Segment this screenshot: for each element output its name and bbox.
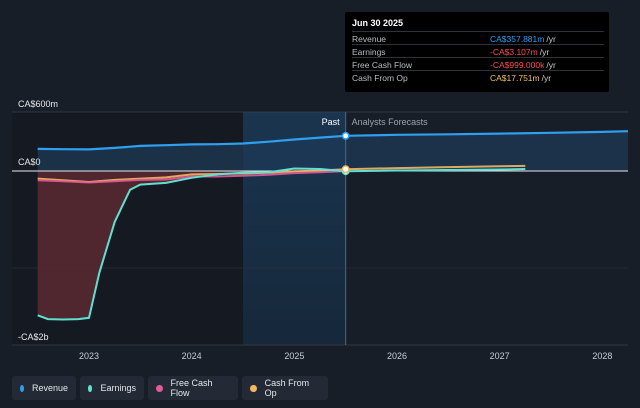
tooltip-value: CA$357.881m [490,34,545,44]
tooltip-unit: /yr [546,34,556,44]
tooltip-row-free-cash-flow: Free Cash Flow -CA$999.000k/yr [352,57,604,71]
y-label-top: CA$600m [18,99,58,109]
tooltip-label: Earnings [352,47,386,57]
legend-label: Earnings [100,383,136,393]
tooltip-value: CA$17.751m [490,73,540,83]
legend-dot-icon [88,384,93,392]
revenue-marker [341,131,350,140]
tooltip-label: Free Cash Flow [352,60,412,70]
legend-item-cash-from-op[interactable]: Cash From Op [242,376,328,400]
tooltip: Jun 30 2025 Revenue CA$357.881m/yr Earni… [345,12,609,92]
legend-label: Revenue [31,383,68,393]
x-tick-label: 2026 [387,351,407,361]
tooltip-row-revenue: Revenue CA$357.881m/yr [352,31,604,45]
chart-area: CA$600m CA$0 -CA$2b Past Analysts Forecasts 2… [12,99,629,361]
legend-dot-icon [250,384,257,392]
revenue-area [37,131,628,171]
x-tick-label: 2023 [79,351,99,361]
earnings-area [37,168,526,320]
tooltip-unit: /yr [539,47,550,57]
y-label-zero: CA$0 [18,157,41,167]
tooltip-value: -CA$3.107m [490,47,538,57]
legend-dot-icon [156,384,163,392]
earnings-line [37,167,526,321]
cash-from-op-marker [341,165,350,174]
legend-item-earnings[interactable]: Earnings [80,376,144,400]
tooltip-value: -CA$999.000k [490,60,545,70]
x-tick-label: 2028 [592,351,612,361]
tooltip-unit: /yr [546,60,556,70]
x-tick-label: 2025 [284,351,304,361]
tooltip-label: Revenue [352,34,387,44]
tooltip-row-cash-from-op: Cash From Op CA$17.751m/yr [352,70,604,84]
legend-item-revenue[interactable]: Revenue [12,376,76,400]
revenue-line [37,130,629,151]
tooltip-date: Jun 30 2025 [352,18,404,28]
tooltip-row-earnings: Earnings -CA$3.107m/yr [352,44,604,58]
tooltip-unit: /yr [541,73,552,83]
legend-label: Free Cash Flow [170,378,213,398]
y-label-bottom: -CA$2b [18,332,49,342]
legend-dot-icon [20,384,24,392]
x-tick-label: 2027 [490,351,510,361]
x-tick-label: 2024 [182,351,202,361]
free-cash-flow-line [37,170,346,184]
forecast-label: Analysts Forecasts [352,117,429,127]
legend-item-free-cash-flow[interactable]: Free Cash Flow [148,376,238,400]
tooltip-label: Cash From Op [352,73,408,83]
legend-label: Cash From Op [264,378,310,398]
past-label: Past [322,117,341,127]
